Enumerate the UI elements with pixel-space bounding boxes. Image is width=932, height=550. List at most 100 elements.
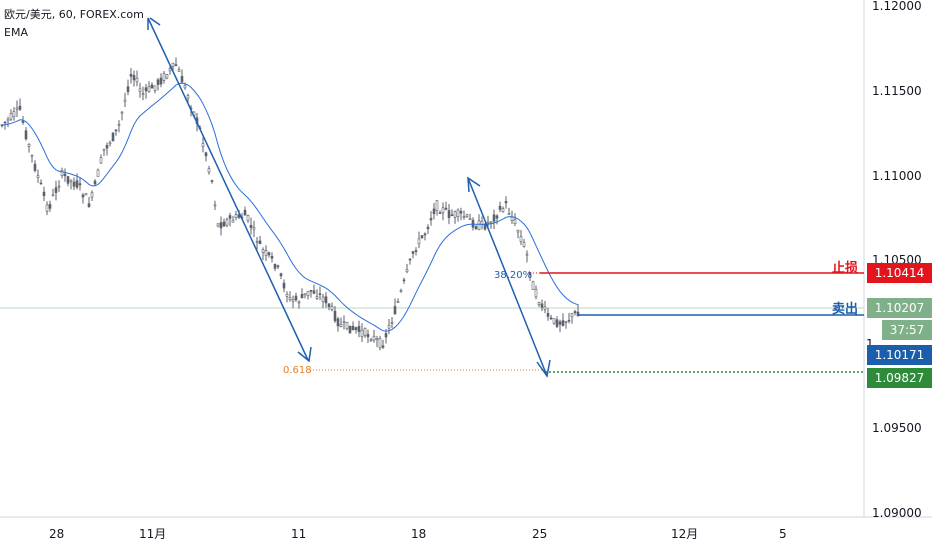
candle-body: [435, 200, 439, 211]
candle-body: [423, 233, 427, 236]
candle-body: [444, 207, 448, 210]
candle-body: [30, 154, 34, 157]
candle-body: [549, 317, 553, 320]
arrow-1-head-a: [149, 17, 161, 26]
time-tick-4: 25: [532, 527, 547, 541]
price-tick-1: 1.11500: [872, 84, 922, 98]
candle-body: [183, 84, 187, 89]
candle-body: [162, 73, 166, 81]
time-tick-6: 5: [779, 527, 787, 541]
candle-body: [114, 129, 118, 132]
candle-body: [300, 294, 304, 299]
candle-body: [312, 290, 316, 294]
candle-body: [513, 219, 517, 224]
candle-body: [141, 93, 145, 96]
candle-body: [102, 148, 106, 151]
candle-body: [57, 185, 61, 188]
candle-body: [486, 221, 490, 224]
last-price-tag[interactable]: 1.10171: [867, 345, 932, 365]
sell-label: 卖出: [832, 302, 859, 317]
wave-arrows[interactable]: [147, 17, 551, 378]
candle-body: [468, 218, 472, 220]
candle-body: [156, 79, 160, 85]
candle-body: [447, 210, 451, 219]
candle-body: [297, 301, 301, 304]
candle-body: [330, 306, 334, 310]
arrow-down-2-tail: [467, 176, 481, 193]
candle-body: [216, 223, 220, 227]
candle-body: [39, 182, 43, 185]
candle-body: [393, 306, 397, 315]
candle-body: [501, 208, 505, 212]
price-tick-5: 1.09000: [872, 506, 922, 520]
candle-body: [561, 320, 565, 326]
candle-body: [6, 118, 10, 122]
candle-body: [75, 180, 79, 188]
candle-body: [324, 296, 328, 304]
candle-body: [273, 263, 277, 269]
arrow-down-1-head: [297, 346, 312, 363]
candle-body: [456, 209, 460, 217]
candle-body: [558, 321, 562, 325]
candle-body: [126, 86, 130, 93]
candle-body: [210, 180, 214, 182]
candle-body: [543, 306, 547, 310]
candle-body: [231, 219, 235, 223]
candle-body: [267, 252, 271, 256]
candle-body: [219, 222, 223, 229]
candle-body: [390, 322, 394, 324]
candle-body: [333, 310, 337, 322]
fib-618-label: 0.618: [283, 365, 312, 376]
candle-body: [384, 333, 388, 338]
candle-body: [396, 301, 400, 303]
candle-body: [327, 303, 331, 307]
candle-body: [264, 250, 268, 256]
arrow-down-2-head: [536, 359, 551, 378]
candle-body: [345, 321, 349, 330]
candle-body: [12, 111, 16, 118]
candle-body: [480, 220, 484, 225]
candle-body: [276, 265, 280, 268]
candle-body: [450, 214, 454, 217]
countdown-tag: 37:57: [882, 320, 932, 340]
candle-body: [123, 99, 127, 102]
candle-body: [66, 176, 70, 184]
stop-loss-label: 止损: [832, 261, 859, 276]
candle-body: [129, 73, 133, 77]
candle-body: [525, 253, 529, 256]
candle-body: [78, 183, 82, 186]
target-price-tag[interactable]: 1.09827: [867, 368, 932, 388]
candle-body: [36, 175, 40, 178]
candle-body: [570, 313, 574, 318]
candle-body: [90, 192, 94, 198]
candle-body: [366, 334, 370, 338]
candle-body: [378, 338, 382, 349]
candle-body: [429, 217, 433, 221]
candle-body: [15, 107, 19, 110]
current-price-tag[interactable]: 1.10207: [867, 298, 932, 318]
candle-body: [531, 281, 535, 291]
candle-body: [228, 215, 232, 219]
candle-body: [243, 210, 247, 216]
indicator-label[interactable]: EMA: [4, 26, 28, 39]
candle-body: [477, 220, 481, 231]
candle-body: [21, 120, 25, 123]
time-tick-2: 11: [291, 527, 306, 541]
candle-body: [159, 77, 163, 85]
arrow-down-2[interactable]: [467, 177, 548, 377]
candle-body: [60, 169, 64, 176]
candle-body: [174, 64, 178, 66]
candle-body: [54, 187, 58, 193]
price-tick-partial: 1: [866, 337, 874, 351]
price-tick-2: 1.11000: [872, 169, 922, 183]
arrow-down-1[interactable]: [147, 17, 309, 361]
candle-body: [180, 75, 184, 83]
candle-body: [474, 226, 478, 230]
candle-body: [24, 130, 28, 140]
symbol-title[interactable]: 欧元/美元, 60, FOREX.com: [4, 8, 144, 21]
stop-loss-price-tag[interactable]: 1.10414: [867, 263, 932, 283]
candle-body: [381, 345, 385, 348]
candle-body: [519, 236, 523, 243]
candle-body: [504, 201, 508, 204]
